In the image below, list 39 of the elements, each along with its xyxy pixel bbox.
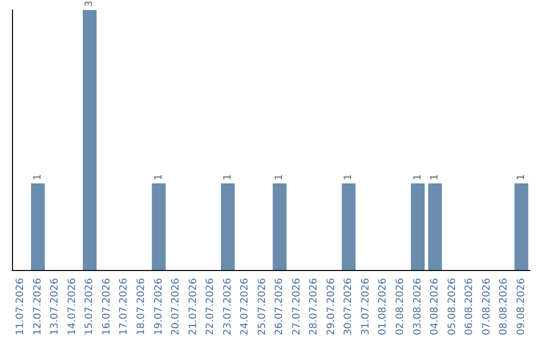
x-tick-label: 30.07.2026 [343,278,354,336]
x-tick-label: 09.08.2026 [516,278,527,336]
x-tick-label: 15.07.2026 [84,278,96,336]
x-tick-label: 26.07.2026 [274,278,286,336]
x-tick-label: 13.07.2026 [50,278,61,336]
x-tick-label: 17.07.2026 [118,278,130,336]
x-tick-label: 02.08.2026 [395,278,406,336]
x-tick-label: 27.07.2026 [291,278,302,336]
x-tick-label: 19.07.2026 [153,278,164,336]
x-tick-label: 22.07.2026 [205,278,216,336]
x-tick-label: 04.08.2026 [430,278,441,336]
data-label: 1 [430,174,441,180]
x-tick-label: 05.08.2026 [446,278,458,336]
data-label: 1 [153,174,164,180]
x-tick-label: 07.08.2026 [481,278,492,336]
x-tick-label: 18.07.2026 [136,278,147,336]
data-label: 1 [32,174,44,180]
x-tick-label: 12.07.2026 [32,278,44,336]
x-tick-label: 31.07.2026 [360,278,372,336]
x-tick-label: 01.08.2026 [378,278,389,336]
data-label: 1 [274,174,286,180]
x-tick-label: 14.07.2026 [66,278,78,336]
data-label: 3 [84,0,96,7]
data-label: 1 [222,174,234,180]
data-label: 1 [516,174,527,180]
x-tick-label: 21.07.2026 [188,278,199,336]
x-tick-label: 06.08.2026 [464,278,476,336]
x-tick-label: 25.07.2026 [256,278,268,336]
data-label: 1 [343,174,354,180]
x-tick-label: 23.07.2026 [222,278,234,336]
x-tick-label: 16.07.2026 [101,278,112,336]
x-tick-label: 08.08.2026 [498,278,510,336]
data-label: 1 [412,174,424,180]
x-tick-label: 11.07.2026 [15,278,26,336]
x-tick-label: 24.07.2026 [240,278,251,336]
x-tick-label: 29.07.2026 [326,278,337,336]
x-tick-label: 28.07.2026 [308,278,320,336]
x-tick-label: 03.08.2026 [412,278,424,336]
x-tick-label: 20.07.2026 [170,278,182,336]
